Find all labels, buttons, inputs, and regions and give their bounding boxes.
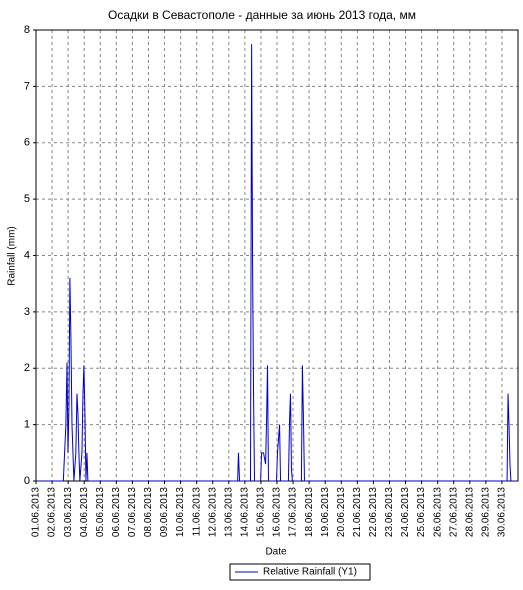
x-tick-label: 25.06.2013	[416, 487, 427, 537]
y-tick-label: 3	[24, 306, 30, 318]
x-tick-label: 22.06.2013	[368, 487, 379, 537]
x-tick-label: 30.06.2013	[497, 487, 508, 537]
x-tick-label: 12.06.2013	[207, 487, 218, 537]
chart-title: Осадки в Севастополе - данные за июнь 20…	[108, 8, 416, 22]
x-tick-label: 18.06.2013	[304, 487, 315, 537]
x-tick-label: 11.06.2013	[191, 487, 202, 537]
x-tick-label: 28.06.2013	[464, 487, 475, 537]
y-tick-label: 5	[24, 193, 30, 205]
x-tick-label: 20.06.2013	[336, 487, 347, 537]
x-axis-label: Date	[265, 547, 287, 558]
x-tick-label: 07.06.2013	[127, 487, 138, 537]
x-tick-label: 02.06.2013	[47, 487, 58, 537]
y-axis-label: Rainfall (mm)	[7, 226, 18, 285]
x-tick-label: 24.06.2013	[400, 487, 411, 537]
x-tick-label: 13.06.2013	[223, 487, 234, 537]
y-tick-label: 4	[24, 249, 30, 261]
y-tick-label: 2	[24, 362, 30, 374]
x-tick-label: 19.06.2013	[320, 487, 331, 537]
y-tick-label: 0	[24, 475, 30, 487]
y-tick-label: 8	[24, 24, 30, 36]
x-tick-label: 10.06.2013	[175, 487, 186, 537]
y-tick-label: 7	[24, 80, 30, 92]
x-tick-label: 08.06.2013	[143, 487, 154, 537]
legend-label: Relative Rainfall (Y1)	[263, 567, 357, 578]
x-tick-label: 16.06.2013	[272, 487, 283, 537]
x-tick-label: 06.06.2013	[111, 487, 122, 537]
x-tick-label: 23.06.2013	[384, 487, 395, 537]
x-tick-label: 09.06.2013	[159, 487, 170, 537]
y-tick-label: 1	[24, 419, 30, 431]
x-tick-label: 21.06.2013	[352, 487, 363, 537]
legend-box	[229, 563, 371, 581]
x-tick-label: 26.06.2013	[432, 487, 443, 537]
x-tick-label: 14.06.2013	[240, 487, 251, 537]
x-tick-label: 15.06.2013	[256, 487, 267, 537]
x-tick-label: 05.06.2013	[95, 487, 106, 537]
y-tick-label: 6	[24, 137, 30, 149]
x-tick-label: 03.06.2013	[63, 487, 74, 537]
x-tick-label: 01.06.2013	[31, 487, 42, 537]
x-tick-label: 27.06.2013	[448, 487, 459, 537]
data-line	[36, 44, 517, 482]
x-tick-label: 29.06.2013	[481, 487, 492, 537]
x-tick-label: 04.06.2013	[79, 487, 90, 537]
x-tick-label: 17.06.2013	[288, 487, 299, 537]
